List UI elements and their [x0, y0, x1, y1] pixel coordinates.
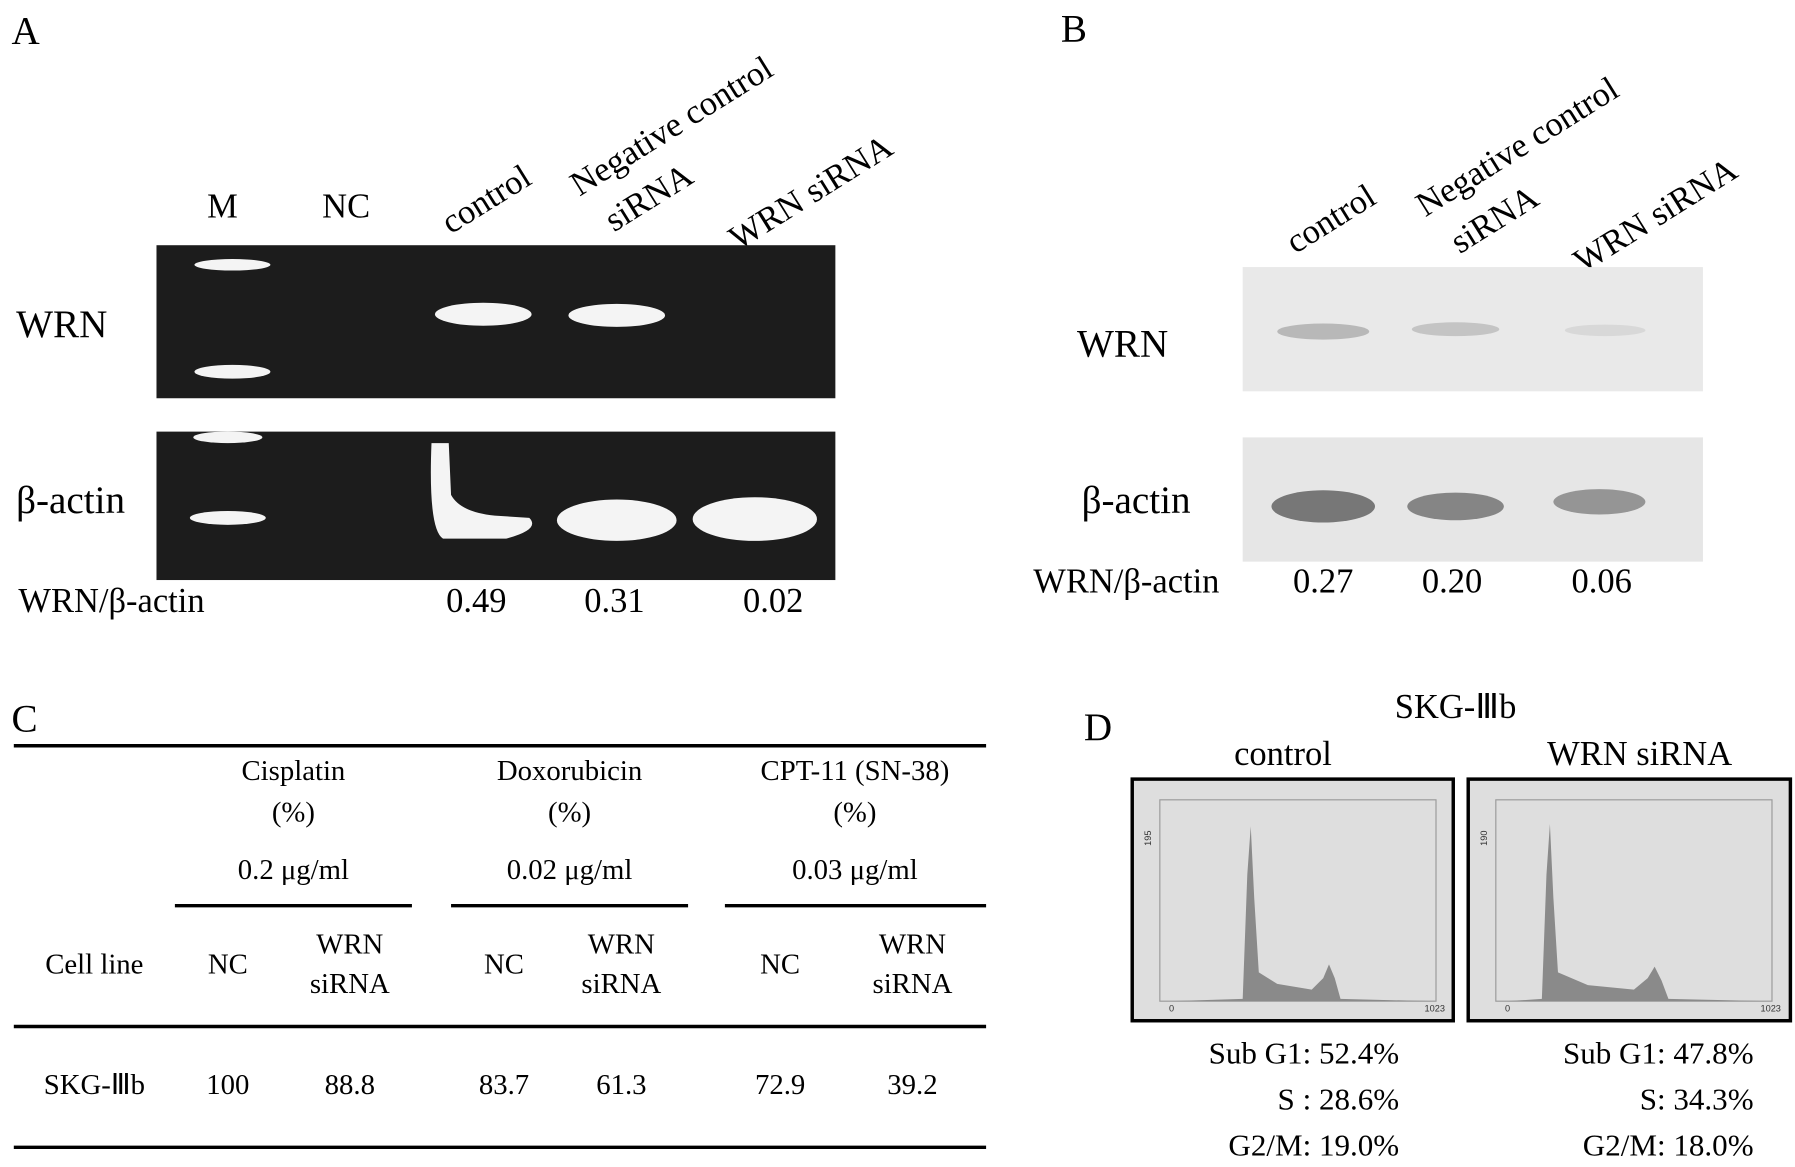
panel-label: B — [1061, 7, 1087, 50]
axis-label: 0 — [1169, 1004, 1174, 1014]
table-header: siRNA — [873, 968, 953, 1000]
table-cell: SKG-Ⅲb — [44, 1069, 145, 1101]
lane-label: WRN siRNA — [722, 127, 899, 257]
lane-label: M — [207, 187, 238, 225]
table-cell: 88.8 — [325, 1069, 375, 1101]
table-header: (%) — [833, 796, 876, 828]
axis-label: 1023 — [1760, 1004, 1780, 1014]
lane-label: WRN siRNA — [1567, 150, 1744, 280]
table-header: NC — [484, 948, 524, 980]
panel-label: D — [1084, 706, 1112, 749]
row-label: WRN — [16, 303, 107, 346]
histogram: 195 0 1023 — [1130, 777, 1455, 1023]
bands — [1271, 322, 1646, 523]
table-header: 0.2 μg/ml — [238, 854, 349, 886]
lane-label: control — [1279, 177, 1382, 261]
stat: S: 34.3% — [1640, 1082, 1754, 1117]
panel-label: C — [12, 698, 38, 741]
table-cell: 72.9 — [755, 1069, 805, 1101]
table-header: (%) — [548, 796, 591, 828]
table-header: WRN — [316, 929, 383, 961]
table-header: 0.02 μg/ml — [507, 854, 633, 886]
table-header: CPT-11 (SN-38) — [761, 755, 950, 787]
panel-title: SKG-Ⅲb — [1395, 688, 1517, 726]
table-header: Doxorubicin — [497, 755, 642, 787]
bands — [189, 259, 817, 541]
histogram: 190 0 1023 — [1466, 777, 1793, 1023]
plot-title: WRN siRNA — [1547, 735, 1732, 773]
ratio: 0.31 — [584, 582, 644, 620]
table-header: siRNA — [310, 968, 390, 1000]
stat: G2/M: 19.0% — [1228, 1128, 1399, 1163]
lane-label: control — [435, 157, 538, 241]
plot-title: control — [1234, 735, 1332, 773]
table-cell: 39.2 — [887, 1069, 937, 1101]
ratio: 0.49 — [446, 582, 506, 620]
table-cell: 100 — [206, 1069, 249, 1101]
table-header: (%) — [272, 796, 315, 828]
table-header: Cell line — [45, 948, 143, 980]
table-header: 0.03 μg/ml — [792, 854, 918, 886]
ratio: 0.27 — [1293, 563, 1353, 601]
row-label: β-actin — [16, 479, 125, 522]
table-cell: 61.3 — [596, 1069, 646, 1101]
axis-label: 0 — [1505, 1004, 1510, 1014]
table-header: NC — [760, 948, 800, 980]
stat: Sub G1: 47.8% — [1563, 1036, 1754, 1071]
axis-label: 195 — [1143, 831, 1153, 846]
ratio-label: WRN/β-actin — [1033, 563, 1219, 601]
axis-label: 190 — [1479, 831, 1489, 846]
stat: G2/M: 18.0% — [1583, 1128, 1754, 1163]
table-header: WRN — [879, 929, 946, 961]
row-label: β-actin — [1082, 479, 1191, 522]
table-header: Cisplatin — [241, 755, 345, 787]
axis-label: 1023 — [1424, 1004, 1444, 1014]
lane-label: NC — [322, 187, 370, 225]
table-cell: 83.7 — [479, 1069, 529, 1101]
table-rules — [13, 744, 987, 1150]
table-header: siRNA — [581, 968, 661, 1000]
ratio: 0.02 — [743, 582, 803, 620]
ratio: 0.20 — [1422, 563, 1482, 601]
table-header: NC — [208, 948, 248, 980]
table-header: WRN — [588, 929, 655, 961]
row-label: WRN — [1077, 323, 1168, 366]
stat: S : 28.6% — [1278, 1082, 1400, 1117]
panel-label: A — [12, 10, 40, 53]
ratio: 0.06 — [1572, 563, 1632, 601]
ratio-label: WRN/β-actin — [18, 582, 204, 620]
stat: Sub G1: 52.4% — [1209, 1036, 1400, 1071]
